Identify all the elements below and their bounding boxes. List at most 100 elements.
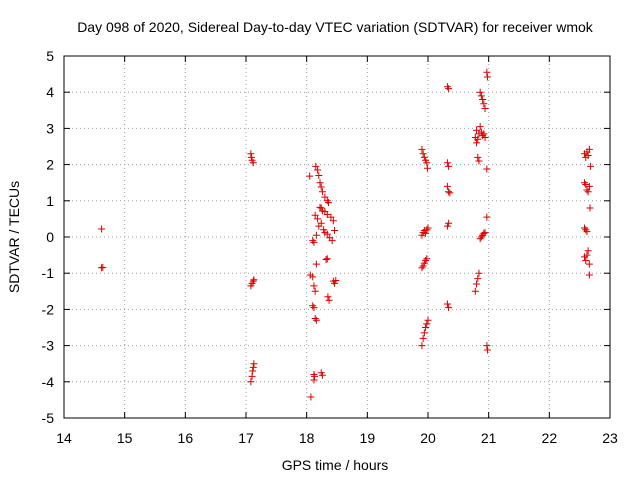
data-points: [98, 68, 595, 401]
data-point: [583, 228, 591, 236]
data-point: [249, 363, 257, 371]
data-point: [583, 186, 591, 194]
data-point: [320, 226, 328, 234]
x-axis-label: GPS time / hours: [282, 457, 389, 473]
data-point: [483, 73, 491, 81]
y-tick-label: 0: [46, 229, 54, 245]
data-point: [312, 231, 320, 239]
data-point: [418, 264, 426, 272]
data-point: [483, 68, 491, 76]
data-point: [311, 314, 319, 322]
x-tick-label: 19: [360, 430, 376, 446]
data-point: [314, 166, 322, 174]
data-point: [420, 329, 428, 337]
data-point: [475, 269, 483, 277]
data-point: [312, 162, 320, 170]
data-point: [477, 92, 485, 100]
y-tick-label: 5: [46, 48, 54, 64]
data-point: [582, 257, 590, 265]
y-tick-label: -5: [42, 410, 55, 426]
y-tick-label: -3: [42, 338, 55, 354]
data-point: [423, 226, 431, 234]
data-point: [419, 150, 427, 158]
data-point: [250, 276, 258, 284]
grid: [64, 56, 610, 418]
data-point: [317, 204, 325, 212]
data-point: [481, 229, 489, 237]
data-point: [310, 282, 318, 290]
y-tick-label: -1: [42, 265, 55, 281]
data-point: [424, 316, 432, 324]
data-point: [473, 126, 481, 134]
data-point: [318, 371, 326, 379]
data-point: [585, 260, 593, 268]
data-point: [584, 188, 592, 196]
data-point: [316, 203, 324, 211]
data-point: [323, 255, 331, 263]
data-point: [99, 263, 107, 271]
data-point: [445, 188, 453, 196]
data-point: [310, 304, 318, 312]
data-point: [328, 237, 336, 245]
data-point: [418, 145, 426, 153]
data-point: [422, 257, 430, 265]
x-tick-label: 22: [542, 430, 558, 446]
x-tick-label: 23: [602, 430, 618, 446]
data-point: [323, 211, 331, 219]
data-point: [422, 324, 430, 331]
x-tick-label: 16: [178, 430, 194, 446]
data-point: [323, 230, 331, 238]
data-point: [476, 123, 484, 131]
data-point: [423, 320, 431, 328]
data-point: [423, 255, 431, 263]
data-point: [474, 153, 482, 161]
y-tick-label: -2: [42, 301, 55, 317]
data-point: [250, 360, 258, 368]
data-point: [249, 367, 257, 375]
data-point: [480, 229, 488, 237]
data-point: [445, 85, 453, 93]
data-point: [474, 275, 482, 283]
data-point: [445, 304, 453, 312]
data-point: [483, 213, 491, 221]
data-point: [312, 316, 320, 324]
data-point: [316, 179, 324, 187]
data-point: [317, 183, 325, 191]
data-point: [325, 296, 333, 304]
x-tick-label: 18: [299, 430, 315, 446]
data-point: [584, 247, 592, 255]
data-point: [312, 260, 320, 268]
data-point: [423, 159, 431, 167]
y-tick-label: 3: [46, 120, 54, 136]
data-point: [248, 372, 256, 380]
data-point: [445, 162, 453, 170]
data-point: [331, 226, 339, 234]
data-point: [310, 238, 318, 246]
x-tick-label: 20: [420, 430, 436, 446]
data-point: [443, 159, 451, 167]
data-point: [419, 334, 427, 342]
data-point: [420, 153, 428, 161]
y-tick-label: -4: [42, 374, 55, 390]
data-point: [582, 226, 590, 234]
data-point: [480, 100, 488, 108]
y-tick-label: 2: [46, 157, 54, 173]
y-axis-label: SDTVAR / TECUs: [6, 181, 22, 293]
data-point: [471, 287, 479, 295]
data-point: [483, 165, 491, 173]
y-tick-label: 1: [46, 193, 54, 209]
data-point: [314, 215, 322, 223]
data-point: [331, 279, 339, 287]
data-point: [247, 150, 255, 158]
data-point: [583, 251, 591, 259]
data-point: [311, 211, 319, 219]
data-point: [309, 302, 317, 310]
data-point: [322, 255, 330, 263]
data-point: [317, 219, 325, 227]
data-point: [473, 280, 481, 288]
data-point: [483, 346, 491, 354]
data-point: [445, 219, 453, 227]
data-point: [315, 171, 323, 179]
data-point: [423, 164, 431, 172]
